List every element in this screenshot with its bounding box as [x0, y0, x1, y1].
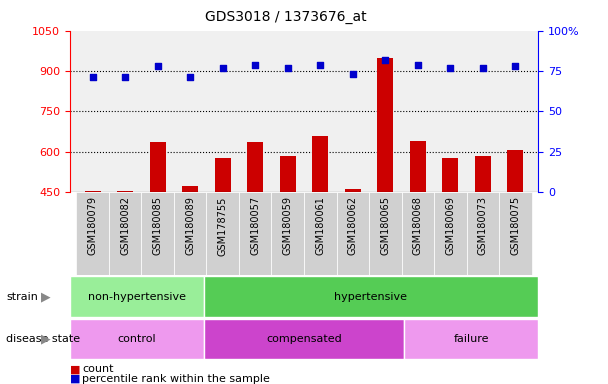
- Bar: [336, 192, 369, 275]
- Text: count: count: [82, 364, 114, 374]
- Point: [381, 57, 390, 63]
- Bar: [77, 192, 109, 275]
- Bar: [345, 189, 361, 192]
- Bar: [404, 319, 538, 359]
- Point: [218, 65, 227, 71]
- Text: GSM180085: GSM180085: [153, 196, 163, 255]
- Bar: [410, 141, 426, 192]
- Bar: [499, 192, 531, 275]
- Bar: [475, 156, 491, 192]
- Bar: [109, 192, 142, 275]
- Point: [446, 65, 455, 71]
- Bar: [142, 192, 174, 275]
- Point: [511, 63, 520, 69]
- Text: GSM180073: GSM180073: [478, 196, 488, 255]
- Text: strain: strain: [6, 291, 38, 302]
- Text: ■: ■: [70, 364, 80, 374]
- Bar: [272, 192, 304, 275]
- Bar: [312, 136, 328, 192]
- Text: GSM180082: GSM180082: [120, 196, 130, 255]
- Bar: [239, 192, 272, 275]
- Bar: [70, 319, 204, 359]
- Text: GSM180068: GSM180068: [413, 196, 423, 255]
- Bar: [377, 58, 393, 192]
- Bar: [204, 276, 538, 317]
- Text: GSM180057: GSM180057: [250, 196, 260, 255]
- Text: GDS3018 / 1373676_at: GDS3018 / 1373676_at: [205, 10, 367, 23]
- Point: [88, 74, 97, 81]
- Point: [250, 61, 260, 68]
- Text: non-hypertensive: non-hypertensive: [88, 291, 186, 302]
- Text: GSM180075: GSM180075: [510, 196, 520, 255]
- Bar: [207, 192, 239, 275]
- Text: hypertensive: hypertensive: [334, 291, 407, 302]
- Text: ▶: ▶: [41, 333, 50, 345]
- Text: percentile rank within the sample: percentile rank within the sample: [82, 374, 270, 384]
- Bar: [304, 192, 336, 275]
- Text: disease state: disease state: [6, 334, 80, 344]
- Bar: [174, 192, 207, 275]
- Text: GSM180061: GSM180061: [316, 196, 325, 255]
- Text: GSM178755: GSM178755: [218, 196, 228, 255]
- Point: [413, 61, 423, 68]
- Text: compensated: compensated: [266, 334, 342, 344]
- Text: failure: failure: [454, 334, 489, 344]
- Text: ▶: ▶: [41, 290, 50, 303]
- Text: ■: ■: [70, 374, 80, 384]
- Point: [283, 65, 292, 71]
- Bar: [150, 142, 166, 192]
- Text: GSM180059: GSM180059: [283, 196, 292, 255]
- Text: GSM180089: GSM180089: [185, 196, 195, 255]
- Point: [120, 74, 130, 81]
- Bar: [507, 151, 523, 192]
- Point: [185, 74, 195, 81]
- Bar: [401, 192, 434, 275]
- Bar: [280, 156, 296, 192]
- Text: GSM180069: GSM180069: [445, 196, 455, 255]
- Bar: [70, 276, 204, 317]
- Bar: [85, 191, 101, 192]
- Bar: [117, 191, 133, 192]
- Text: GSM180079: GSM180079: [88, 196, 98, 255]
- Point: [153, 63, 162, 69]
- Bar: [215, 157, 231, 192]
- Bar: [369, 192, 401, 275]
- Point: [478, 65, 488, 71]
- Point: [316, 61, 325, 68]
- Text: GSM180062: GSM180062: [348, 196, 358, 255]
- Bar: [434, 192, 466, 275]
- Bar: [204, 319, 404, 359]
- Point: [348, 71, 358, 77]
- Text: control: control: [117, 334, 156, 344]
- Bar: [247, 142, 263, 192]
- Bar: [466, 192, 499, 275]
- Bar: [442, 157, 458, 192]
- Text: GSM180065: GSM180065: [380, 196, 390, 255]
- Bar: [182, 186, 198, 192]
